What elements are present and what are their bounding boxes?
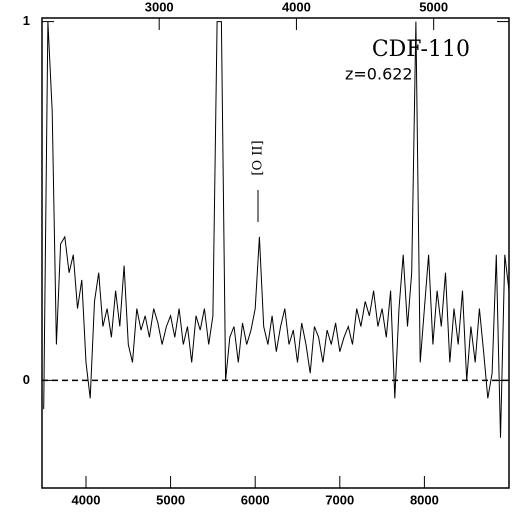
line-label: [O II] [251, 140, 266, 175]
y-tick-label: 1 [23, 13, 30, 28]
object-name: CDF-110 [372, 37, 470, 62]
y-tick-label: 0 [23, 372, 30, 387]
x2-tick-label: 3000 [145, 0, 174, 14]
x2-tick-label: 5000 [419, 0, 448, 14]
x-tick-label: 6000 [241, 492, 270, 507]
x-tick-label: 5000 [156, 492, 185, 507]
spectrum [43, 21, 510, 438]
x-tick-label: 4000 [72, 492, 101, 507]
x-tick-label: 7000 [325, 492, 354, 507]
redshift: z=0.622 [345, 65, 413, 84]
plot-frame [41, 17, 510, 489]
x2-tick-label: 4000 [282, 0, 311, 14]
x-tick-label: 8000 [410, 492, 439, 507]
